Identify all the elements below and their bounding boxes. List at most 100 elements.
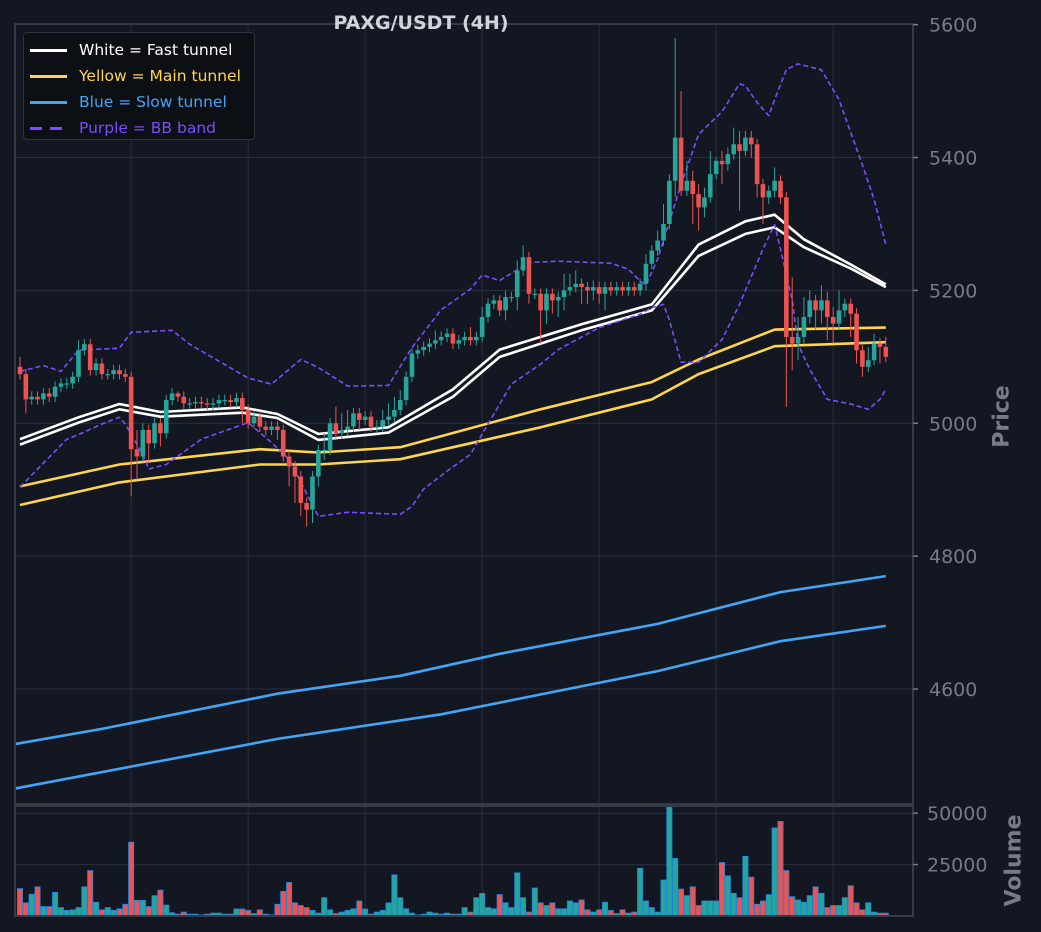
candle-body — [403, 376, 409, 401]
candle-body — [643, 263, 649, 284]
volume-bar — [701, 900, 708, 917]
candle-body — [526, 257, 532, 294]
legend-swatch-yellow — [30, 74, 67, 78]
volume-bar — [28, 893, 35, 917]
volume-bar — [291, 902, 298, 917]
candle-body — [678, 137, 684, 191]
volume-bars — [16, 806, 889, 917]
volume-bar — [350, 908, 357, 917]
grid-lines — [15, 24, 913, 916]
candle-body — [579, 283, 584, 288]
volume-bar — [321, 897, 328, 917]
volume-bar — [765, 894, 772, 917]
volume-bar — [57, 907, 64, 917]
legend-swatch-white — [30, 48, 67, 52]
volume-bar — [543, 905, 550, 917]
volume-bar — [672, 858, 679, 917]
candle-body — [754, 144, 760, 185]
volume-bar — [783, 870, 790, 917]
candle-body — [795, 336, 801, 344]
candle-body — [35, 396, 40, 400]
legend: White = Fast tunnel Yellow = Main tunnel… — [23, 32, 255, 140]
candle-body — [731, 144, 736, 155]
candle-body — [240, 398, 245, 411]
candle-body — [690, 180, 696, 195]
volume-bar — [502, 902, 509, 917]
volume-bar — [777, 821, 784, 917]
volume-bar — [572, 902, 579, 917]
candle-body — [380, 419, 385, 427]
volume-bar — [689, 886, 696, 917]
candle-body — [819, 300, 824, 311]
volume-bar — [730, 892, 737, 917]
volume-bar — [496, 894, 503, 917]
candle-body — [789, 336, 795, 344]
volume-bar — [473, 897, 480, 917]
volume-bar — [637, 867, 644, 917]
fast-tunnel-lower-line — [19, 226, 887, 446]
candle-body — [17, 366, 23, 375]
volume-bar — [800, 901, 807, 917]
candle-body — [187, 403, 192, 405]
candle-body — [561, 290, 567, 298]
candle-body — [877, 343, 883, 347]
volume-bar — [836, 905, 843, 917]
candle-body — [93, 363, 99, 371]
bb-upper-line — [19, 63, 887, 387]
candle-body — [807, 300, 813, 317]
volume-bar — [22, 902, 29, 917]
candle-body — [123, 374, 128, 377]
candle-body — [357, 413, 362, 420]
candle-body — [251, 416, 257, 424]
candle-body — [64, 383, 70, 385]
volume-bar — [303, 907, 310, 917]
main-tunnel-lower-line — [19, 340, 886, 507]
candle-body — [29, 396, 34, 400]
legend-item-fast: White = Fast tunnel — [30, 37, 254, 63]
candle-body — [87, 344, 93, 371]
candle-body — [427, 343, 432, 347]
legend-label: Purple = BB band — [79, 119, 216, 137]
legend-item-main: Yellow = Main tunnel — [30, 63, 254, 89]
candle-body — [591, 287, 596, 291]
volume-bar — [52, 891, 59, 917]
volume-bar — [46, 906, 53, 917]
candle-body — [327, 423, 333, 450]
candle-body — [105, 374, 111, 376]
candle-body — [608, 287, 614, 291]
volume-bar — [520, 897, 527, 917]
volume-bar — [666, 806, 673, 917]
candle-body — [117, 370, 122, 375]
volume-bar — [16, 888, 23, 917]
candle-body — [169, 393, 175, 401]
legend-item-slow: Blue = Slow tunnel — [30, 89, 254, 115]
candle-body — [111, 370, 116, 375]
candle-body — [41, 393, 46, 400]
candle-body — [374, 426, 380, 428]
candle-body — [228, 400, 233, 403]
volume-bar — [274, 903, 281, 917]
price-tick-label: 5000 — [929, 413, 977, 435]
candle-body — [193, 402, 198, 404]
candle-body — [128, 376, 134, 450]
price-tick-label: 4800 — [929, 546, 977, 568]
candle-body — [555, 297, 561, 301]
volume-bar — [397, 897, 404, 917]
price-axis-label: Price — [989, 385, 1015, 448]
candle-body — [743, 137, 748, 151]
candle-body — [491, 300, 497, 304]
volume-bar — [163, 904, 170, 917]
candle-body — [163, 400, 169, 434]
candle-body — [748, 137, 754, 145]
candle-body — [386, 416, 391, 420]
candle-body — [216, 400, 222, 404]
candle-body — [199, 402, 204, 404]
volume-bar — [122, 903, 129, 917]
candle-body — [76, 350, 81, 377]
volume-bar — [736, 897, 743, 917]
volume-bar — [385, 902, 392, 917]
candle-body — [684, 180, 690, 191]
legend-item-bb: Purple = BB band — [30, 115, 254, 141]
volume-bar — [133, 899, 140, 917]
candle-body — [772, 180, 777, 191]
